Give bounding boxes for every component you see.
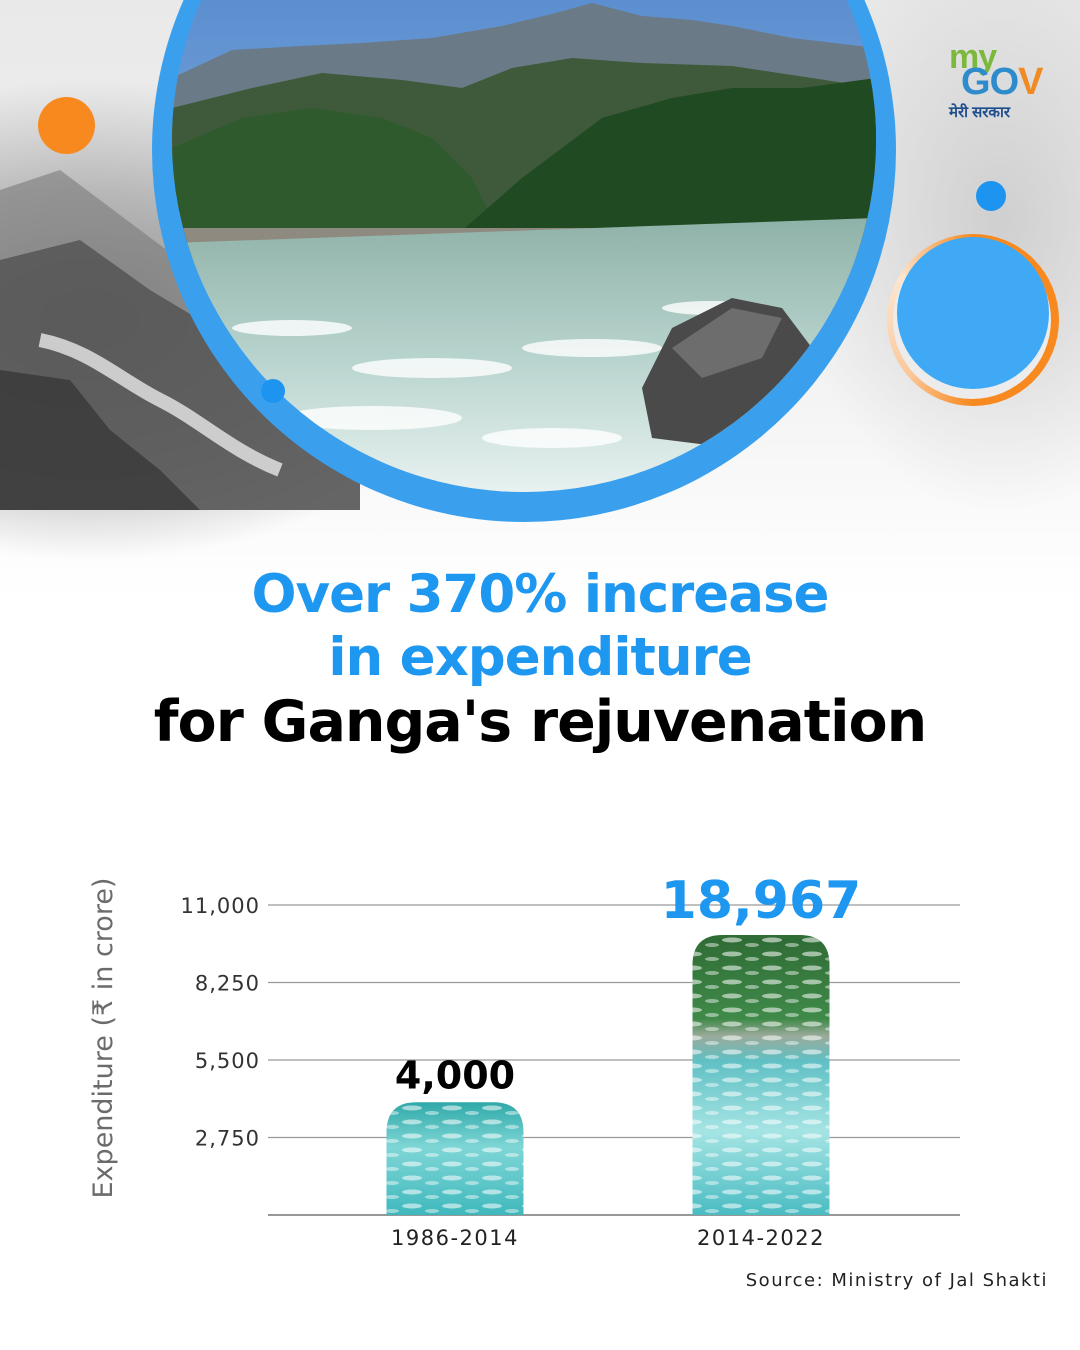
logo-letter-g: G xyxy=(961,61,991,103)
bar-value-label: 18,967 xyxy=(661,871,862,931)
headline-line-3: for Ganga's rejuvenation xyxy=(153,689,928,755)
blue-dot-decoration xyxy=(261,379,285,403)
y-tick-label: 8,250 xyxy=(195,972,260,996)
logo-letter-v: V xyxy=(1018,61,1043,103)
x-tick-label: 2014-2022 xyxy=(697,1226,825,1250)
source-note: Source: Ministry of Jal Shakti xyxy=(745,1270,1048,1291)
bar-value-label: 4,000 xyxy=(395,1053,515,1097)
y-tick-label: 11,000 xyxy=(181,894,260,918)
bars: 4,000 18,967 xyxy=(386,871,862,1215)
blue-dot-decoration xyxy=(976,181,1006,211)
headline: Over 370% increase in expenditure for Ga… xyxy=(0,563,1080,755)
x-tick-label: 1986-2014 xyxy=(391,1226,519,1250)
bar-texture xyxy=(692,935,830,1215)
bar-texture xyxy=(386,1102,524,1215)
y-tick-label: 2,750 xyxy=(195,1127,260,1151)
logo-letter-o: O xyxy=(989,61,1020,103)
expenditure-bar-chart: Expenditure (₹ in crore) 2,750 5,500 8,250… xyxy=(88,871,960,1250)
headline-line-1: Over 370% increase xyxy=(251,564,830,625)
headline-line-2: in expenditure xyxy=(328,627,752,688)
blue-circle-decoration xyxy=(897,237,1049,389)
y-tick-label: 5,500 xyxy=(195,1049,260,1073)
logo-my-text: my xyxy=(949,38,997,76)
grayscale-landscape-image xyxy=(0,170,360,510)
logo-gov-text: GOV xyxy=(961,61,1043,103)
y-axis-label: Expenditure (₹ in crore) xyxy=(88,878,119,1199)
mygov-logo: my GOV मेरी सरकार xyxy=(947,40,1057,130)
logo-hindi-text: मेरी सरकार xyxy=(949,104,1010,121)
x-axis-labels: 1986-2014 2014-2022 xyxy=(391,1226,825,1250)
orange-dot-decoration xyxy=(38,97,95,154)
y-axis-gridlines: 2,750 5,500 8,250 11,000 xyxy=(181,894,960,1216)
